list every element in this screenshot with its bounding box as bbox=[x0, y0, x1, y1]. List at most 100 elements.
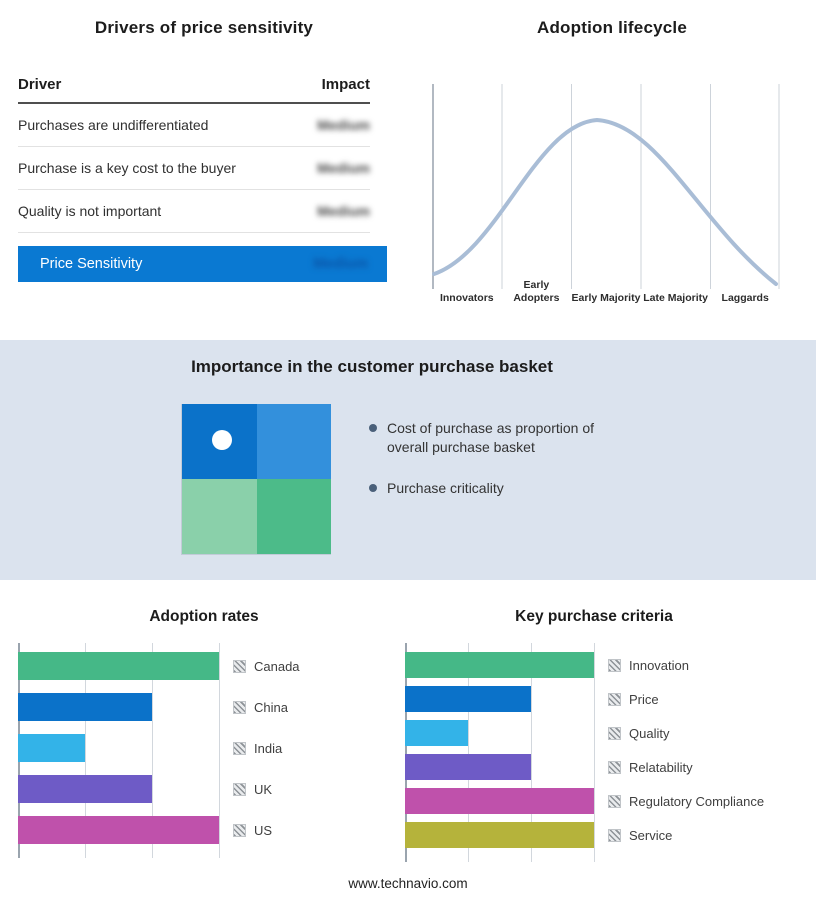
adoption-lifecycle-chart: Innovators Early Adopters Early Majority… bbox=[432, 84, 780, 305]
basket-title: Importance in the customer purchase bask… bbox=[191, 357, 553, 376]
bar-uk bbox=[18, 775, 152, 803]
bar-us bbox=[18, 816, 219, 844]
quadrant-top-left bbox=[182, 404, 257, 479]
table-row: Purchase is a key cost to the buyer Medi… bbox=[18, 147, 370, 190]
legend-label: Innovation bbox=[629, 657, 689, 673]
legend-item-regulatory-compliance: Regulatory Compliance bbox=[608, 788, 764, 814]
impact-cell: Medium bbox=[317, 203, 370, 219]
quadrant-graphic bbox=[181, 404, 331, 555]
key-purchase-criteria-chart: Innovation Price Quality Relatability Regula… bbox=[405, 643, 783, 862]
drivers-panel-title: Drivers of price sensitivity bbox=[94, 18, 314, 37]
stage-label-early-adopters: Early Adopters bbox=[513, 278, 560, 304]
bar-price bbox=[405, 686, 531, 712]
legend-hatch-swatch bbox=[608, 760, 621, 774]
lifecycle-chart-svg bbox=[432, 84, 780, 289]
legend-label: Canada bbox=[254, 658, 300, 674]
legend-label: UK bbox=[254, 781, 273, 797]
bar-relatability bbox=[405, 754, 531, 780]
legend-label: Price bbox=[629, 691, 659, 707]
drivers-table-header: Driver Impact bbox=[18, 76, 370, 104]
quadrant-bottom-left bbox=[182, 479, 257, 554]
y-axis-line bbox=[405, 643, 407, 862]
legend-item-quality: Quality bbox=[608, 720, 764, 746]
bar-regulatory-compliance bbox=[405, 788, 594, 814]
lifecycle-stage-labels: Innovators Early Adopters Early Majority… bbox=[432, 273, 780, 305]
gridline bbox=[151, 643, 153, 858]
legend-item-service: Service bbox=[608, 822, 764, 848]
gridline bbox=[468, 643, 469, 862]
top-section: Drivers of price sensitivity Driver Impa… bbox=[0, 0, 816, 340]
gridline bbox=[219, 643, 220, 858]
website-url: www.technavio.com bbox=[348, 876, 468, 891]
legend-item-innovation: Innovation bbox=[608, 652, 764, 678]
impact-cell: Medium bbox=[317, 160, 370, 176]
legend-hatch-swatch bbox=[608, 794, 621, 808]
stage-label-early-majority: Early Majority bbox=[571, 291, 641, 304]
legend-label: Relatability bbox=[629, 759, 693, 775]
legend-label: Service bbox=[629, 827, 673, 843]
stage-label-late-majority: Late Majority bbox=[643, 291, 708, 304]
bar-india bbox=[18, 734, 85, 762]
legend-hatch-swatch bbox=[233, 741, 246, 755]
lifecycle-panel: Adoption lifecycle Innovators Early Adop… bbox=[408, 0, 816, 340]
bar-china bbox=[18, 693, 152, 721]
gridline bbox=[531, 643, 532, 862]
bullet-icon bbox=[369, 424, 377, 432]
legend-hatch-swatch bbox=[608, 726, 621, 740]
legend-item-india: India bbox=[233, 734, 300, 762]
legend-hatch-swatch bbox=[608, 828, 621, 842]
lifecycle-title: Adoption lifecycle bbox=[536, 18, 687, 37]
legend-label: India bbox=[254, 740, 283, 756]
legend-item-us: US bbox=[233, 816, 300, 844]
table-row: Quality is not important Medium bbox=[18, 190, 370, 233]
adoption-rates-panel: Adoption rates Canada China India UK US bbox=[18, 608, 390, 862]
legend-hatch-swatch bbox=[233, 823, 246, 837]
bar-innovation bbox=[405, 652, 594, 678]
driver-cell: Purchases are undifferentiated bbox=[18, 117, 209, 133]
bullet-icon bbox=[369, 483, 377, 492]
lifecycle-curve bbox=[432, 117, 778, 286]
gridline bbox=[84, 643, 86, 858]
legend-item-price: Price bbox=[608, 686, 764, 712]
drivers-table: Driver Impact Purchases are undifferenti… bbox=[18, 76, 370, 233]
legend-item-canada: Canada bbox=[233, 652, 300, 680]
basket-content: Cost of purchase as proportion of overal… bbox=[0, 404, 816, 555]
legend-hatch-swatch bbox=[608, 658, 621, 672]
legend-hatch-swatch bbox=[233, 782, 246, 796]
price-sensitivity-highlight: Price Sensitivity Medium bbox=[18, 246, 387, 282]
impact-column-header: Impact bbox=[321, 76, 370, 93]
bullet-text: Cost of purchase as proportion of overal… bbox=[387, 420, 595, 455]
drivers-panel: Drivers of price sensitivity Driver Impa… bbox=[0, 0, 408, 340]
legend-hatch-swatch bbox=[608, 692, 621, 706]
key-purchase-criteria-panel: Key purchase criteria Innovation Price Qua… bbox=[405, 608, 783, 862]
impact-cell: Medium bbox=[317, 117, 370, 133]
bar-canada bbox=[18, 652, 219, 680]
driver-cell: Purchase is a key cost to the buyer bbox=[18, 160, 236, 176]
bullet-item: Cost of purchase as proportion of overal… bbox=[369, 419, 637, 457]
bar-service bbox=[405, 822, 594, 848]
gridline bbox=[594, 643, 595, 862]
highlight-impact: Medium bbox=[313, 256, 368, 272]
legend-label: Quality bbox=[629, 725, 670, 741]
adoption-rates-title: Adoption rates bbox=[149, 608, 259, 625]
stage-label-innovators: Innovators bbox=[439, 291, 494, 304]
position-marker-dot bbox=[212, 430, 232, 450]
bottom-section: Adoption rates Canada China India UK US Key … bbox=[0, 580, 816, 862]
legend-label: US bbox=[254, 822, 273, 838]
bullet-item: Purchase criticality bbox=[369, 479, 637, 498]
driver-cell: Quality is not important bbox=[18, 203, 162, 219]
table-row: Purchases are undifferentiated Medium bbox=[18, 104, 370, 147]
basket-bullet-list: Cost of purchase as proportion of overal… bbox=[369, 419, 637, 555]
legend-label: Regulatory Compliance bbox=[629, 793, 765, 809]
quadrant-bottom-right bbox=[256, 479, 331, 554]
highlight-label: Price Sensitivity bbox=[40, 256, 143, 272]
legend-item-uk: UK bbox=[233, 775, 300, 803]
legend-item-china: China bbox=[233, 693, 300, 721]
key-purchase-criteria-title: Key purchase criteria bbox=[515, 608, 673, 625]
legend-item-relatability: Relatability bbox=[608, 754, 764, 780]
driver-column-header: Driver bbox=[18, 76, 62, 93]
bullet-text: Purchase criticality bbox=[387, 479, 504, 496]
adoption-rates-chart: Canada China India UK US bbox=[18, 643, 390, 858]
legend-hatch-swatch bbox=[233, 659, 246, 673]
